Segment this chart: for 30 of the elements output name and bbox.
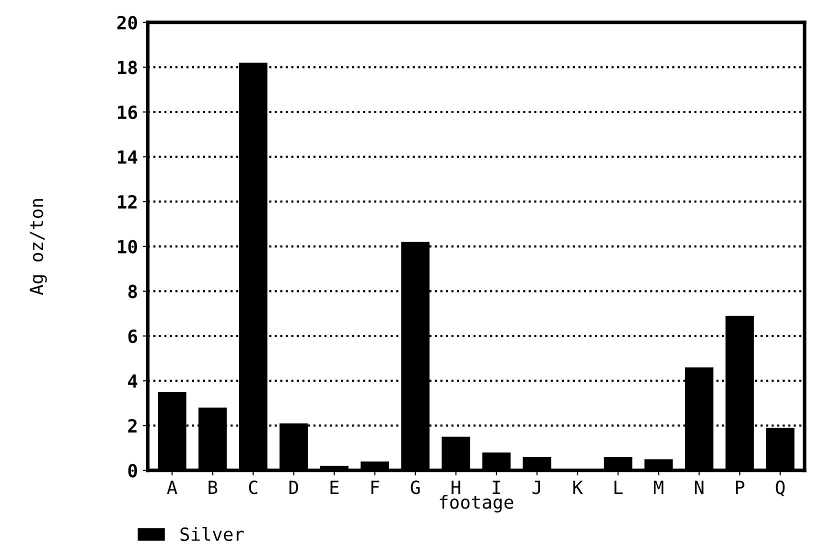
x-tick-label: M bbox=[654, 480, 664, 494]
y-tick-label: 12 bbox=[118, 195, 137, 208]
y-tick-label: 4 bbox=[128, 374, 138, 388]
x-tick-label: Q bbox=[776, 480, 785, 496]
x-axis-title: footage bbox=[440, 494, 514, 513]
y-tick-label: 20 bbox=[117, 16, 137, 30]
x-tick-label: H bbox=[452, 480, 460, 494]
y-tick-label: 16 bbox=[118, 105, 138, 120]
x-tick-label: N bbox=[694, 480, 704, 494]
x-tick-label: B bbox=[208, 480, 218, 494]
y-tick-label: 10 bbox=[118, 240, 137, 254]
x-tick-label: K bbox=[573, 480, 583, 494]
y-axis-title: Ag oz/ton bbox=[30, 199, 47, 295]
y-tick-label: 2 bbox=[128, 419, 137, 432]
x-tick-label: I bbox=[492, 480, 500, 494]
legend-label: Silver bbox=[180, 526, 244, 542]
x-tick-label: C bbox=[248, 480, 258, 494]
x-tick-label: F bbox=[371, 480, 380, 494]
x-tick-label: J bbox=[532, 480, 540, 494]
y-tick-label: 8 bbox=[128, 284, 137, 298]
x-tick-label: P bbox=[736, 480, 744, 494]
y-tick-label: 14 bbox=[118, 150, 138, 164]
y-tick-label: 0 bbox=[128, 464, 137, 478]
y-tick-label: 6 bbox=[128, 329, 138, 344]
x-tick-label: L bbox=[614, 480, 623, 494]
x-tick-label: E bbox=[330, 480, 339, 494]
y-tick-label: 18 bbox=[118, 60, 137, 74]
x-tick-label: A bbox=[167, 480, 178, 494]
x-tick-label: D bbox=[290, 480, 298, 494]
x-tick-label: G bbox=[410, 480, 420, 494]
